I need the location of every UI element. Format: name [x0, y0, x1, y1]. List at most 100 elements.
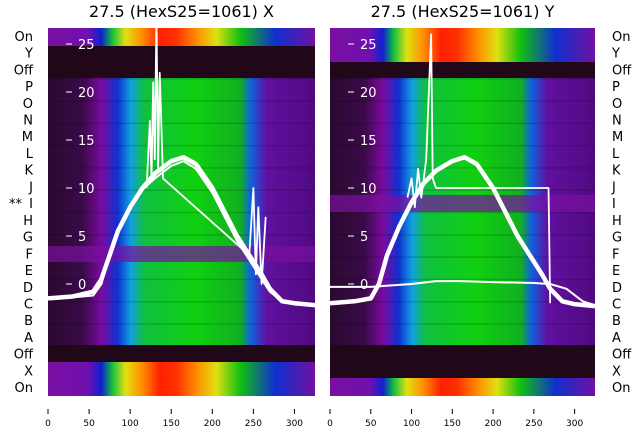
row-label: Off [14, 348, 34, 363]
panel-y: 27.5 (HexS25=1061) YOnYOffPONMLKJIHGFEDC… [327, 2, 632, 429]
heatmap-row-divider [48, 167, 315, 169]
row-label: J [28, 180, 33, 195]
row-label: On [612, 30, 630, 45]
heatmap-band-purple [330, 195, 595, 212]
heatmap-row-divider [48, 301, 315, 303]
heatmap-row-divider [330, 301, 595, 303]
series-secondary-line [47, 160, 316, 308]
heatmap-body [48, 28, 315, 396]
row-label: E [25, 264, 33, 279]
heatmap-row-divider [48, 144, 315, 147]
heatmap-band-off [330, 62, 595, 78]
row-label: O [23, 97, 33, 112]
x-tick-label: 300 [566, 419, 583, 429]
y-tick-label: 20 [360, 86, 377, 101]
panel-x: 27.5 (HexS25=1061) XOnYOffPONMLKJIHGFEDC… [9, 2, 316, 429]
y-tick-label: 0 [78, 278, 86, 293]
row-label: K [612, 164, 621, 179]
row-label: N [612, 114, 622, 129]
row-label: On [15, 381, 33, 396]
heatmap-row-divider [48, 323, 315, 325]
heatmap-row-divider [330, 323, 595, 325]
row-label: A [612, 331, 621, 346]
x-tick-label: 300 [286, 419, 303, 429]
heatmap-band-on [48, 28, 315, 46]
x-tick-label: 250 [525, 419, 542, 429]
series-spikes-line [406, 33, 552, 304]
row-label: O [612, 97, 622, 112]
row-label: P [25, 80, 33, 95]
heatmap-row-divider [330, 211, 595, 214]
x-tick-label: 150 [444, 419, 461, 429]
row-label: I [29, 197, 33, 212]
heatmap-row-divider [330, 78, 595, 80]
row-label: A [24, 331, 33, 346]
x-tick-label: 50 [83, 419, 95, 429]
row-label: Y [24, 47, 33, 62]
row-label: Off [14, 63, 34, 78]
y-tick-label: 0 [360, 278, 368, 293]
row-label: F [26, 247, 33, 262]
row-label: M [22, 130, 33, 145]
y-tick-label: 10 [360, 182, 377, 197]
row-label: B [612, 314, 621, 329]
row-label: P [612, 80, 620, 95]
row-label: Off [612, 348, 632, 363]
row-label: C [612, 298, 621, 313]
heatmap-row-divider [330, 144, 595, 147]
row-label: D [612, 281, 622, 296]
heatmap-band-on [330, 28, 595, 62]
y-tick-label: 20 [78, 86, 95, 101]
row-label: Off [612, 63, 632, 78]
heatmap-band-off [330, 345, 595, 378]
row-label: K [24, 164, 33, 179]
y-tick-label: 5 [78, 230, 86, 245]
y-tick-label: 25 [78, 38, 95, 53]
y-tick-label: 15 [360, 134, 377, 149]
row-label: C [24, 298, 33, 313]
series-spikes-line [145, 14, 267, 285]
heatmap-band-purple [48, 246, 315, 262]
heatmap-row-divider [48, 211, 315, 214]
row-label: D [23, 281, 33, 296]
heatmap-row-divider [330, 234, 595, 236]
heatmap-row-divider [48, 122, 315, 125]
row-label: G [612, 231, 622, 246]
row-label: X [612, 364, 621, 379]
row-label: Y [611, 47, 620, 62]
y-tick-label: 5 [360, 230, 368, 245]
heatmap-band-on [48, 362, 315, 396]
panels: 27.5 (HexS25=1061) XOnYOffPONMLKJIHGFEDC… [9, 2, 632, 429]
x-tick-label: 250 [245, 419, 262, 429]
y-tick-label: 25 [360, 38, 377, 53]
row-label: E [612, 264, 620, 279]
x-tick-label: 0 [327, 419, 333, 429]
heatmap-row-divider [48, 189, 315, 191]
row-label: I [612, 197, 616, 212]
heatmap-row-divider [48, 100, 315, 102]
row-label: F [612, 247, 619, 262]
row-label: On [612, 381, 630, 396]
chart-title: 27.5 (HexS25=1061) Y [371, 2, 555, 21]
row-label: G [23, 231, 33, 246]
x-tick-label: 100 [403, 419, 420, 429]
heatmap-band-off [48, 46, 315, 78]
row-label: L [26, 147, 34, 162]
row-label: N [23, 114, 33, 129]
row-label: H [612, 214, 622, 229]
heatmap-row-divider [330, 167, 595, 169]
row-label: B [24, 314, 33, 329]
x-tick-label: 100 [122, 419, 139, 429]
heatmap-row-divider [48, 278, 315, 281]
heatmap-row-divider [330, 189, 595, 191]
heatmap-row-divider [330, 278, 595, 281]
row-label: X [24, 364, 33, 379]
heatmap-row-divider [330, 100, 595, 102]
heatmap-row-divider [48, 234, 315, 236]
row-label: L [612, 147, 620, 162]
row-label: H [23, 214, 33, 229]
heatmap-band-on [330, 378, 595, 396]
x-tick-label: 200 [484, 419, 501, 429]
x-tick-label: 0 [45, 419, 51, 429]
